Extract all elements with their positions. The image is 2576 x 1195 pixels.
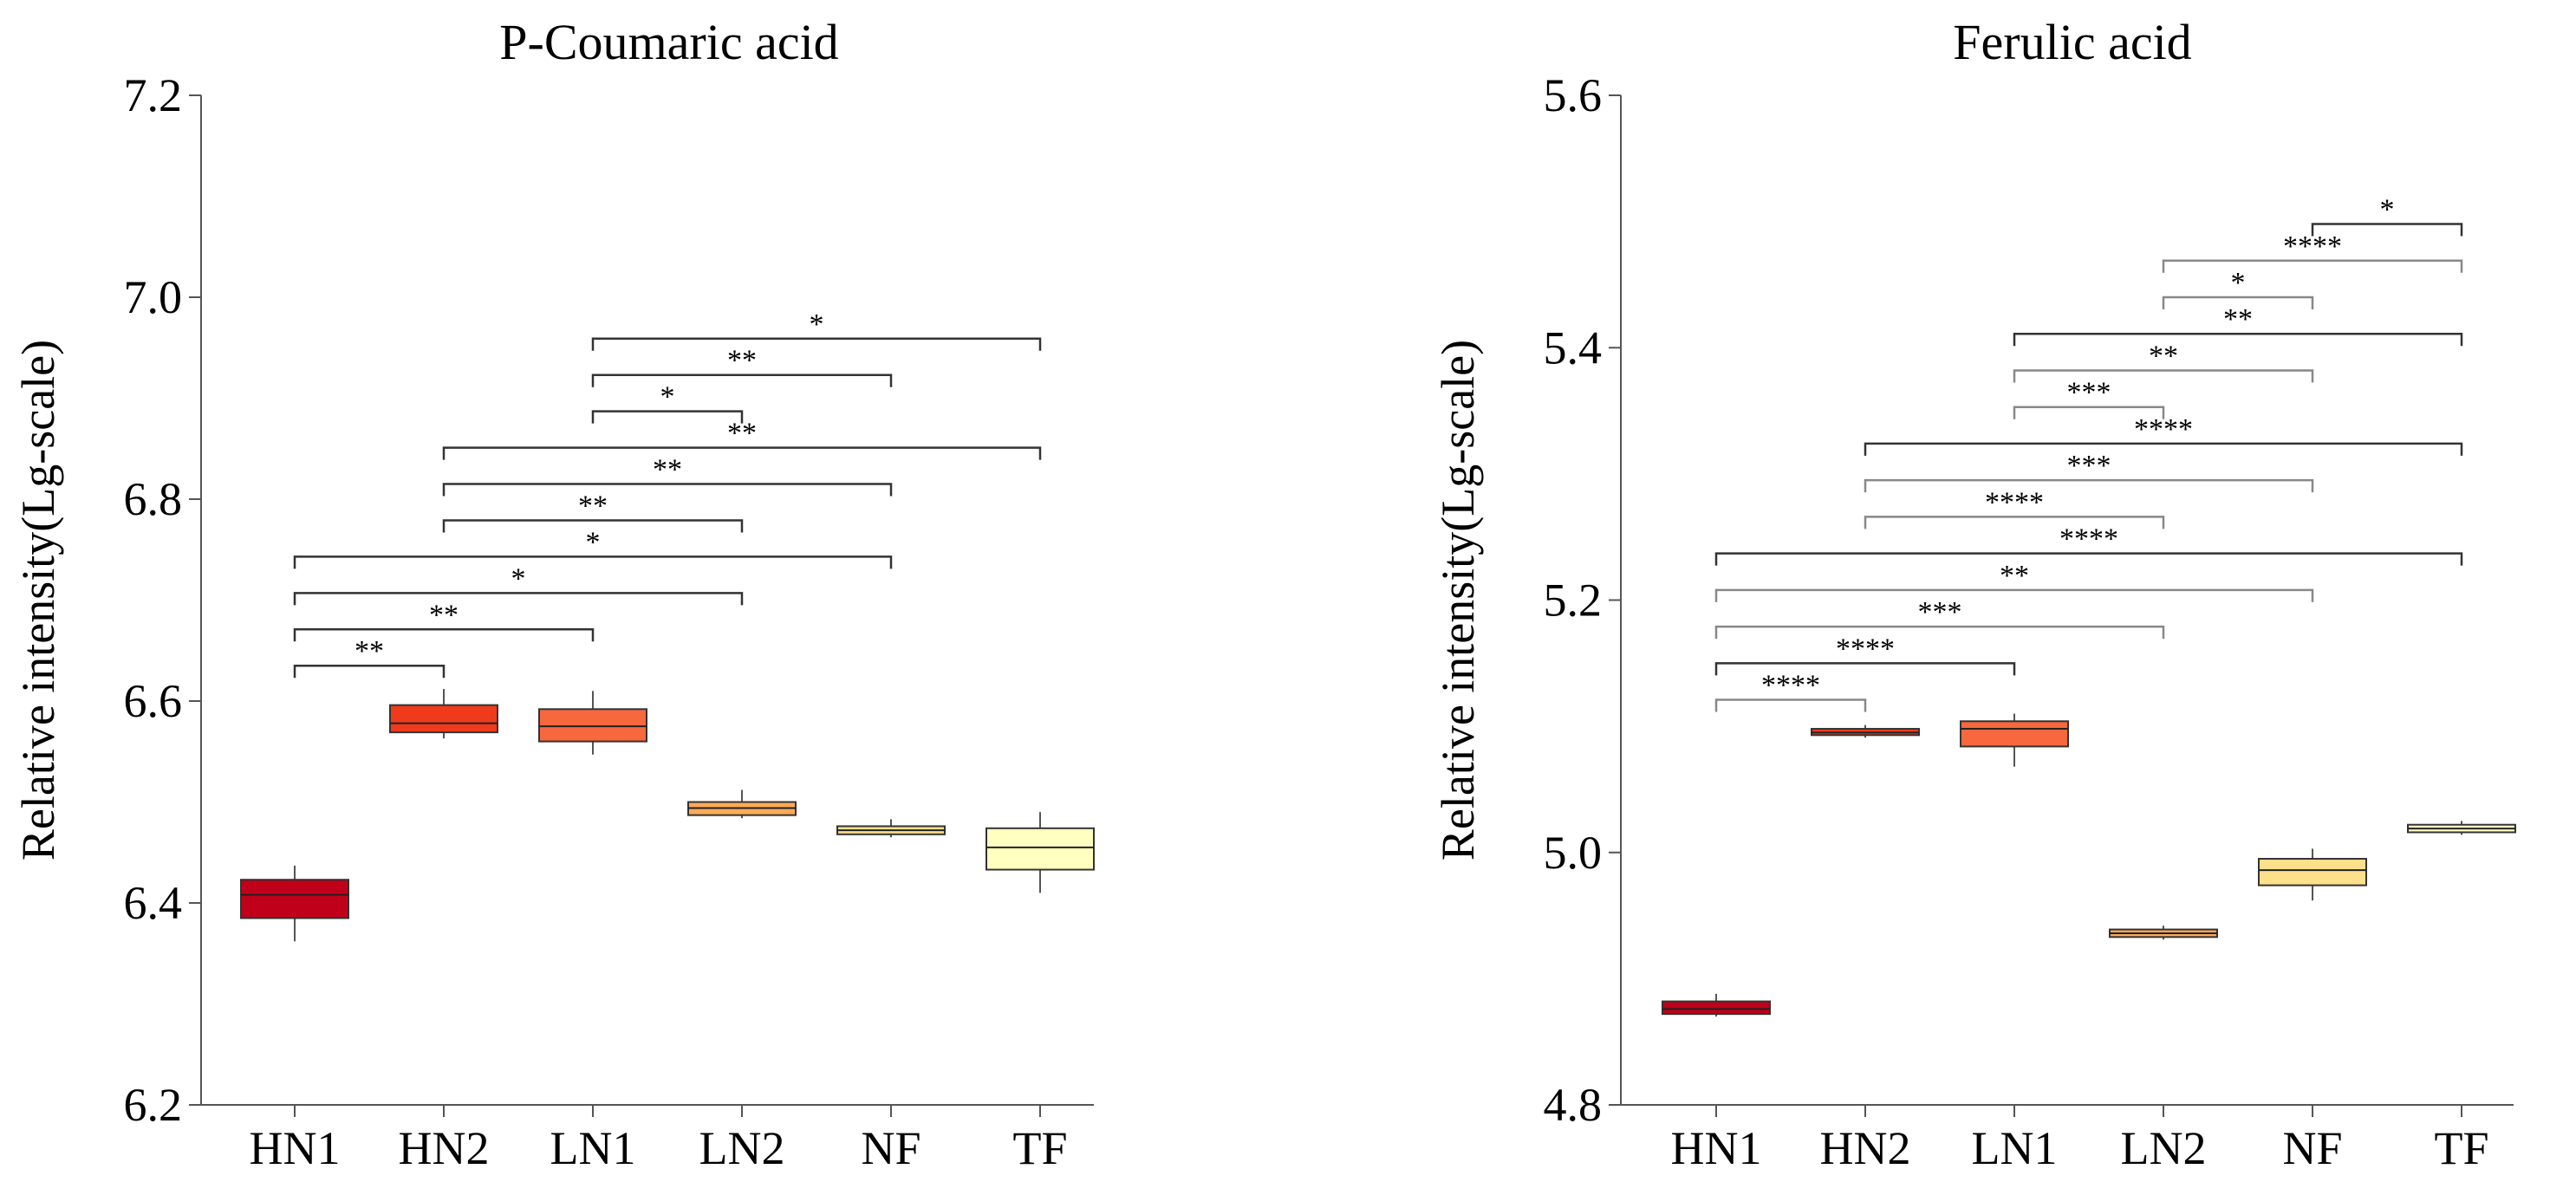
significance-bracket — [1714, 662, 2016, 676]
significance-label: ** — [727, 345, 757, 377]
x-tick-label: NF — [2282, 1122, 2342, 1174]
significance-label: * — [511, 562, 526, 594]
significance-bracket — [442, 483, 893, 497]
significance-label: *** — [2067, 377, 2111, 409]
significance-bracket — [293, 628, 595, 642]
x-tick-label: HN1 — [1671, 1122, 1762, 1174]
y-axis-label: Relative intensity(Lg-scale) — [1432, 340, 1484, 861]
y-tick-label: 4.8 — [1544, 1079, 1603, 1131]
significance-label: *** — [2067, 450, 2111, 482]
significance-label: * — [586, 526, 601, 558]
significance-label: * — [2380, 194, 2395, 226]
significance-bracket — [2013, 332, 2463, 347]
significance-bracket — [1714, 588, 2314, 602]
significance-label: ** — [2223, 303, 2253, 335]
significance-label: ** — [2149, 340, 2178, 372]
significance-label: ** — [2000, 560, 2029, 592]
x-tick-label: LN1 — [1972, 1122, 2058, 1174]
significance-bracket — [293, 555, 893, 569]
significance-bracket — [293, 664, 446, 679]
x-tick-label: LN1 — [550, 1122, 636, 1174]
significance-bracket — [2311, 223, 2463, 237]
panel-p-coumaric-acid: P-Coumaric acid Relative intensity(Lg-sca… — [12, 14, 1095, 1174]
x-tick-label: HN1 — [250, 1122, 341, 1174]
significance-label: **** — [1836, 633, 1895, 665]
y-tick-label: 7.0 — [124, 271, 183, 323]
box-hn1 — [1662, 1000, 1771, 1016]
significance-bracket — [591, 373, 893, 387]
chart-title: P-Coumaric acid — [499, 14, 838, 70]
significance-label: ** — [653, 454, 682, 486]
significance-label: * — [2231, 267, 2246, 299]
x-tick-label: HN2 — [1820, 1122, 1911, 1174]
significance-bracket — [591, 410, 744, 424]
significance-label: ** — [355, 635, 384, 667]
significance-bracket — [2013, 369, 2314, 383]
box-nf — [2258, 858, 2367, 887]
y-tick-label: 5.0 — [1544, 827, 1603, 879]
y-tick-label: 5.6 — [1544, 69, 1603, 121]
x-tick-label: TF — [2434, 1122, 2488, 1174]
y-tick-label: 6.4 — [124, 877, 183, 929]
significance-label: * — [660, 381, 675, 413]
significance-bracket — [2162, 296, 2314, 309]
y-tick-label: 7.2 — [124, 69, 183, 121]
x-tick-label: LN2 — [699, 1122, 785, 1174]
significance-label: ** — [429, 599, 459, 631]
box-ln1 — [1960, 720, 2069, 748]
box-hn1 — [240, 879, 349, 919]
y-tick-label: 6.2 — [124, 1079, 183, 1131]
x-tick-label: HN2 — [399, 1122, 490, 1174]
x-tick-label: NF — [861, 1122, 920, 1174]
y-tick-label: 5.4 — [1544, 321, 1603, 373]
significance-bracket — [1864, 478, 2314, 493]
significance-bracket — [2013, 406, 2165, 419]
y-tick-label: 6.8 — [124, 473, 183, 525]
significance-bracket — [1864, 442, 2463, 456]
significance-bracket — [1714, 698, 1867, 712]
significance-label: ** — [578, 490, 608, 522]
box-hn2 — [389, 704, 498, 734]
significance-bracket — [1714, 552, 2463, 566]
x-tick-label: LN2 — [2121, 1122, 2207, 1174]
significance-label: **** — [1761, 670, 1820, 702]
box-tf — [986, 827, 1095, 871]
significance-label: **** — [1985, 486, 2044, 518]
y-tick-label: 5.2 — [1544, 575, 1603, 627]
y-axis-label: Relative intensity(Lg-scale) — [12, 340, 64, 861]
significance-bracket — [293, 592, 744, 606]
y-tick-label: 6.6 — [124, 675, 183, 727]
box-ln1 — [538, 708, 647, 743]
significance-bracket — [2162, 259, 2463, 273]
significance-bracket — [442, 519, 744, 533]
significance-bracket — [442, 446, 1042, 460]
significance-label: *** — [1918, 596, 1962, 628]
significance-bracket — [591, 337, 1042, 351]
x-tick-label: TF — [1012, 1122, 1067, 1174]
significance-label: * — [810, 308, 824, 341]
significance-bracket — [1714, 625, 2165, 640]
significance-bracket — [1864, 516, 2165, 529]
panel-ferulic-acid: Ferulic acid Relative intensity(Lg-scale)… — [1432, 14, 2516, 1174]
significance-label: **** — [2059, 523, 2118, 555]
chart-title: Ferulic acid — [1953, 14, 2191, 70]
